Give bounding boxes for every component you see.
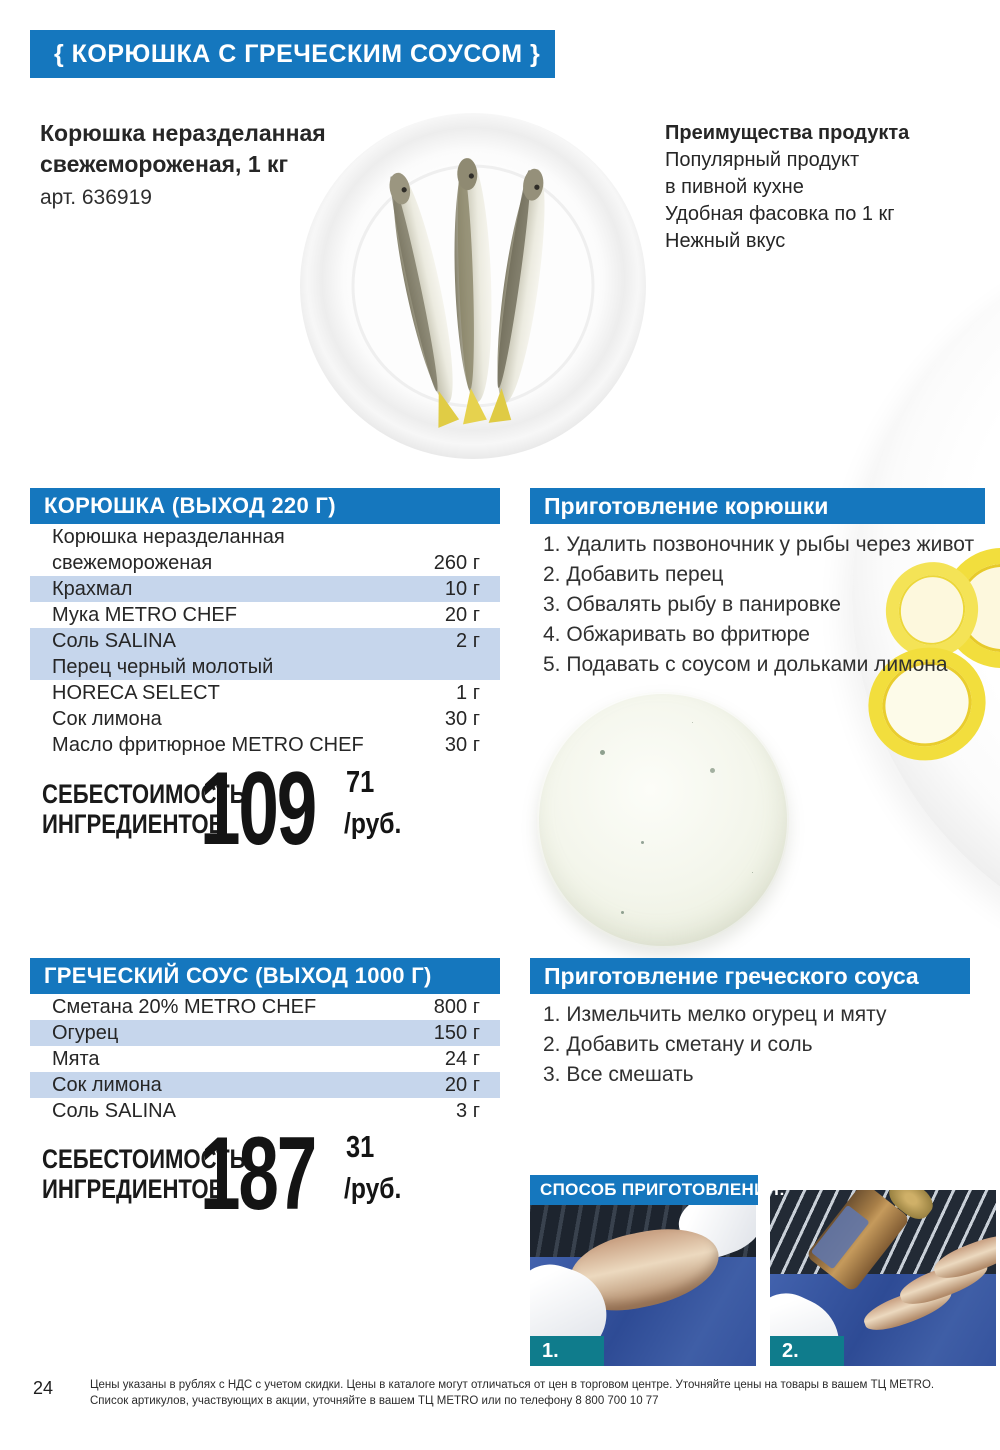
sauce-table-header: ГРЕЧЕСКИЙ СОУС (ВЫХОД 1000 Г) [30, 958, 500, 994]
smelt-plate-photo [300, 113, 646, 459]
cost-unit: /руб. [344, 1173, 402, 1205]
cost-rubles: 187 [200, 1116, 317, 1232]
cost-label-line1: СЕБЕСТОИМОСТЬ [42, 1144, 246, 1174]
cost-label-line1: СЕБЕСТОИМОСТЬ [42, 779, 246, 809]
greek-sauce-bowl-photo [537, 692, 789, 948]
cost-unit: /руб. [344, 808, 402, 840]
smelt-preparation-header: Приготовление корюшки [530, 488, 985, 524]
table-row: Корюшка неразделанная [30, 524, 500, 550]
table-row: Масло фритюрное METRO CHEF 30 г [30, 732, 500, 758]
ingredient-qty: 30 г [444, 734, 480, 756]
table-row: свежемороженая 260 г [30, 550, 500, 576]
benefit-item: Удобная фасовка по 1 кг [665, 203, 895, 225]
table-row: Огурец 150 г [30, 1020, 500, 1046]
fineprint-line2: Список артикулов, участвующих в акции, у… [90, 1395, 659, 1407]
step-item: 5. Подавать с соусом и дольками лимона [543, 653, 948, 676]
smelt-table-header: КОРЮШКА (ВЫХОД 220 Г) [30, 488, 500, 524]
step-item: 3. Все смешать [543, 1063, 694, 1086]
ingredient-name: Корюшка неразделанная [52, 526, 285, 548]
table-row: Крахмал 10 г [30, 576, 500, 602]
table-row: Мята 24 г [30, 1046, 500, 1072]
ingredient-name: свежемороженая [52, 552, 213, 574]
ingredient-name: Сок лимона [52, 708, 162, 730]
cost-kopecks: 31 [346, 1129, 375, 1164]
smelt-preparation-steps: 1. Удалить позвоночник у рыбы через живо… [543, 530, 1000, 680]
ingredient-name: Соль SALINA [52, 1100, 176, 1122]
sauce-cost-block: СЕБЕСТОИМОСТЬ ИНГРЕДИЕНТОВ 187 31 /руб. [30, 1116, 450, 1238]
method-photo-2: 2. [770, 1190, 996, 1366]
product-benefits: Преимущества продукта Популярный продукт… [665, 120, 975, 255]
ingredient-qty: 20 г [444, 1074, 480, 1096]
table-row: HORECA SELECT 1 г [30, 680, 500, 706]
ingredient-name: HORECA SELECT [52, 682, 220, 704]
ingredient-qty: 260 г [433, 552, 480, 574]
ingredient-name: Крахмал [52, 578, 133, 600]
cost-label-line2: ИНГРЕДИЕНТОВ [42, 809, 225, 839]
table-row: Сметана 20% METRO CHEF 800 г [30, 994, 500, 1020]
step-item: 2. Добавить сметану и соль [543, 1033, 813, 1056]
table-row: Соль SALINA 2 г [30, 628, 500, 654]
table-row: Перец черный молотый [30, 654, 500, 680]
page-title-banner: { КОРЮШКА С ГРЕЧЕСКИМ СОУСОМ } [30, 30, 555, 78]
product-title-line2: свежемороженая, 1 кг [40, 151, 289, 177]
method-header: СПОСОБ ПРИГОТОВЛЕНИЯ: [530, 1175, 785, 1205]
ingredient-name: Мята [52, 1048, 100, 1070]
benefit-item: Нежный вкус [665, 230, 786, 252]
ingredient-name: Перец черный молотый [52, 656, 274, 678]
smelt-ingredients-table: КОРЮШКА (ВЫХОД 220 Г) Корюшка неразделан… [30, 488, 500, 758]
step-item: 3. Обвалять рыбу в панировке [543, 593, 841, 616]
step-item: 1. Измельчить мелко огурец и мяту [543, 1003, 887, 1026]
step-item: 2. Добавить перец [543, 563, 724, 586]
sauce-herb-specks [600, 750, 605, 755]
step-item: 1. Удалить позвоночник у рыбы через живо… [543, 533, 975, 556]
ingredient-qty: 800 г [433, 996, 480, 1018]
benefit-item: в пивной кухне [665, 176, 804, 198]
cost-label-line2: ИНГРЕДИЕНТОВ [42, 1174, 225, 1204]
cost-rubles: 109 [200, 751, 317, 867]
cost-kopecks: 71 [346, 764, 375, 799]
ingredient-name: Масло фритюрное METRO CHEF [52, 734, 364, 756]
ingredient-qty: 30 г [444, 708, 480, 730]
ingredient-name: Соль SALINA [52, 630, 176, 652]
product-article: арт. 636919 [40, 186, 152, 209]
ingredient-name: Огурец [52, 1022, 119, 1044]
ingredient-name: Сок лимона [52, 1074, 162, 1096]
sauce-preparation-header: Приготовление греческого соуса [530, 958, 970, 994]
step-number-badge: 2. [770, 1336, 844, 1366]
step-item: 4. Обжаривать во фритюре [543, 623, 810, 646]
ingredient-name: Сметана 20% METRO CHEF [52, 996, 317, 1018]
page-number: 24 [33, 1378, 54, 1398]
cost-label: СЕБЕСТОИМОСТЬ ИНГРЕДИЕНТОВ [42, 1144, 246, 1204]
table-row: Сок лимона 30 г [30, 706, 500, 732]
table-row: Сок лимона 20 г [30, 1072, 500, 1098]
ingredient-qty: 20 г [444, 604, 480, 626]
ingredient-qty: 2 г [456, 630, 480, 652]
method-photo-1: 1. [530, 1190, 756, 1366]
cost-label: СЕБЕСТОИМОСТЬ ИНГРЕДИЕНТОВ [42, 779, 246, 839]
table-row: Мука METRO CHEF 20 г [30, 602, 500, 628]
ingredient-name: Мука METRO CHEF [52, 604, 237, 626]
sauce-preparation-steps: 1. Измельчить мелко огурец и мяту 2. Доб… [543, 1000, 983, 1090]
product-title: Корюшка неразделанная свежемороженая, 1 … [40, 118, 326, 180]
benefits-title: Преимущества продукта [665, 122, 910, 144]
sauce-ingredients-table: ГРЕЧЕСКИЙ СОУС (ВЫХОД 1000 Г) Сметана 20… [30, 958, 500, 1124]
table-row: Соль SALINA 3 г [30, 1098, 500, 1124]
benefit-item: Популярный продукт [665, 149, 860, 171]
fineprint-line1: Цены указаны в рублях с НДС с учетом ски… [90, 1379, 935, 1391]
ingredient-qty: 24 г [444, 1048, 480, 1070]
footer-fineprint: Цены указаны в рублях с НДС с учетом ски… [90, 1377, 970, 1409]
ingredient-qty: 3 г [456, 1100, 480, 1122]
product-title-line1: Корюшка неразделанная [40, 120, 326, 146]
step-number-badge: 1. [530, 1336, 604, 1366]
ingredient-qty: 1 г [456, 682, 480, 704]
ingredient-qty: 150 г [433, 1022, 480, 1044]
ingredient-qty: 10 г [444, 578, 480, 600]
smelt-cost-block: СЕБЕСТОИМОСТЬ ИНГРЕДИЕНТОВ 109 71 /руб. [30, 751, 450, 873]
